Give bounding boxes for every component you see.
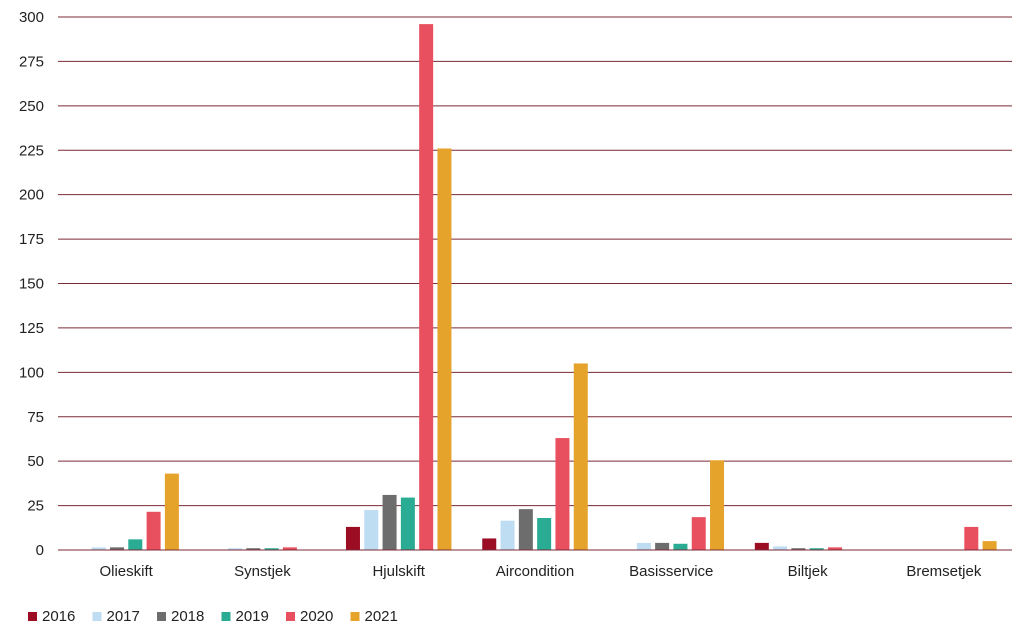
- bar: [345, 526, 360, 550]
- bar: [246, 548, 261, 550]
- y-tick-label: 200: [19, 187, 44, 204]
- legend-swatch: [28, 612, 37, 621]
- legend-label: 2019: [236, 608, 269, 625]
- bar: [500, 520, 515, 550]
- x-category-label: Bremsetjek: [906, 563, 982, 580]
- legend-label: 2021: [365, 608, 398, 625]
- y-tick-label: 25: [27, 498, 44, 515]
- bar: [128, 539, 143, 550]
- bar: [437, 148, 452, 550]
- bar: [673, 543, 688, 550]
- bar: [809, 548, 824, 550]
- legend-swatch: [350, 612, 360, 621]
- x-category-label: Hjulskift: [372, 563, 425, 580]
- bar: [400, 497, 415, 550]
- bar: [419, 24, 434, 550]
- x-category-label: Olieskift: [99, 563, 153, 580]
- bar: [828, 547, 843, 550]
- bar: [710, 460, 725, 550]
- bar: [227, 548, 242, 550]
- legend-label: 2018: [171, 608, 204, 625]
- y-tick-label: 250: [19, 98, 44, 115]
- bar: [691, 517, 706, 550]
- legend-label: 2020: [300, 608, 333, 625]
- y-tick-label: 175: [19, 231, 44, 248]
- legend-label: 2016: [42, 608, 75, 625]
- y-tick-label: 50: [27, 453, 44, 470]
- y-tick-label: 100: [19, 364, 44, 381]
- bar: [655, 542, 670, 550]
- bar: [754, 542, 769, 550]
- y-tick-label: 125: [19, 320, 44, 337]
- bar: [555, 438, 570, 550]
- y-tick-label: 300: [19, 9, 44, 26]
- bar: [537, 518, 552, 550]
- gridlines: [58, 16, 1012, 507]
- x-category-label: Basisservice: [629, 563, 713, 580]
- x-category-label: Synstjek: [234, 563, 291, 580]
- bar: [964, 526, 979, 550]
- bar: [636, 542, 651, 550]
- bar: [382, 494, 397, 550]
- bar: [364, 510, 379, 550]
- legend-swatch: [286, 612, 295, 621]
- legend-swatch: [221, 612, 231, 621]
- bar: [482, 538, 497, 550]
- bar: [791, 548, 806, 550]
- legend-swatch: [157, 612, 166, 621]
- x-axis-category-labels: Olieskift Synstjek Hjulskift Aircondition Ba…: [99, 563, 981, 580]
- legend-swatch: [92, 612, 102, 621]
- bars: [91, 24, 997, 550]
- bar: [109, 547, 124, 550]
- legend: 2016 2017 2018 2019 2020 2021: [28, 608, 398, 625]
- y-tick-label: 75: [27, 409, 44, 426]
- bar: [146, 511, 161, 550]
- y-tick-label: 0: [36, 542, 44, 559]
- y-tick-label: 275: [19, 53, 44, 70]
- legend-label: 2017: [107, 608, 140, 625]
- x-category-label: Aircondition: [496, 563, 574, 580]
- bar: [518, 509, 533, 550]
- x-category-label: Biltjek: [788, 563, 829, 580]
- bar: [91, 547, 106, 550]
- bar: [264, 548, 279, 550]
- bar: [164, 473, 179, 550]
- y-tick-label: 150: [19, 276, 44, 293]
- bar: [982, 541, 997, 550]
- y-tick-label: 225: [19, 142, 44, 159]
- bar: [573, 363, 588, 550]
- y-axis-tick-labels: 0 25 50 75 100 125 150 175 200 225 250 275 300: [19, 9, 44, 559]
- bar: [773, 546, 788, 550]
- bar: [282, 547, 297, 550]
